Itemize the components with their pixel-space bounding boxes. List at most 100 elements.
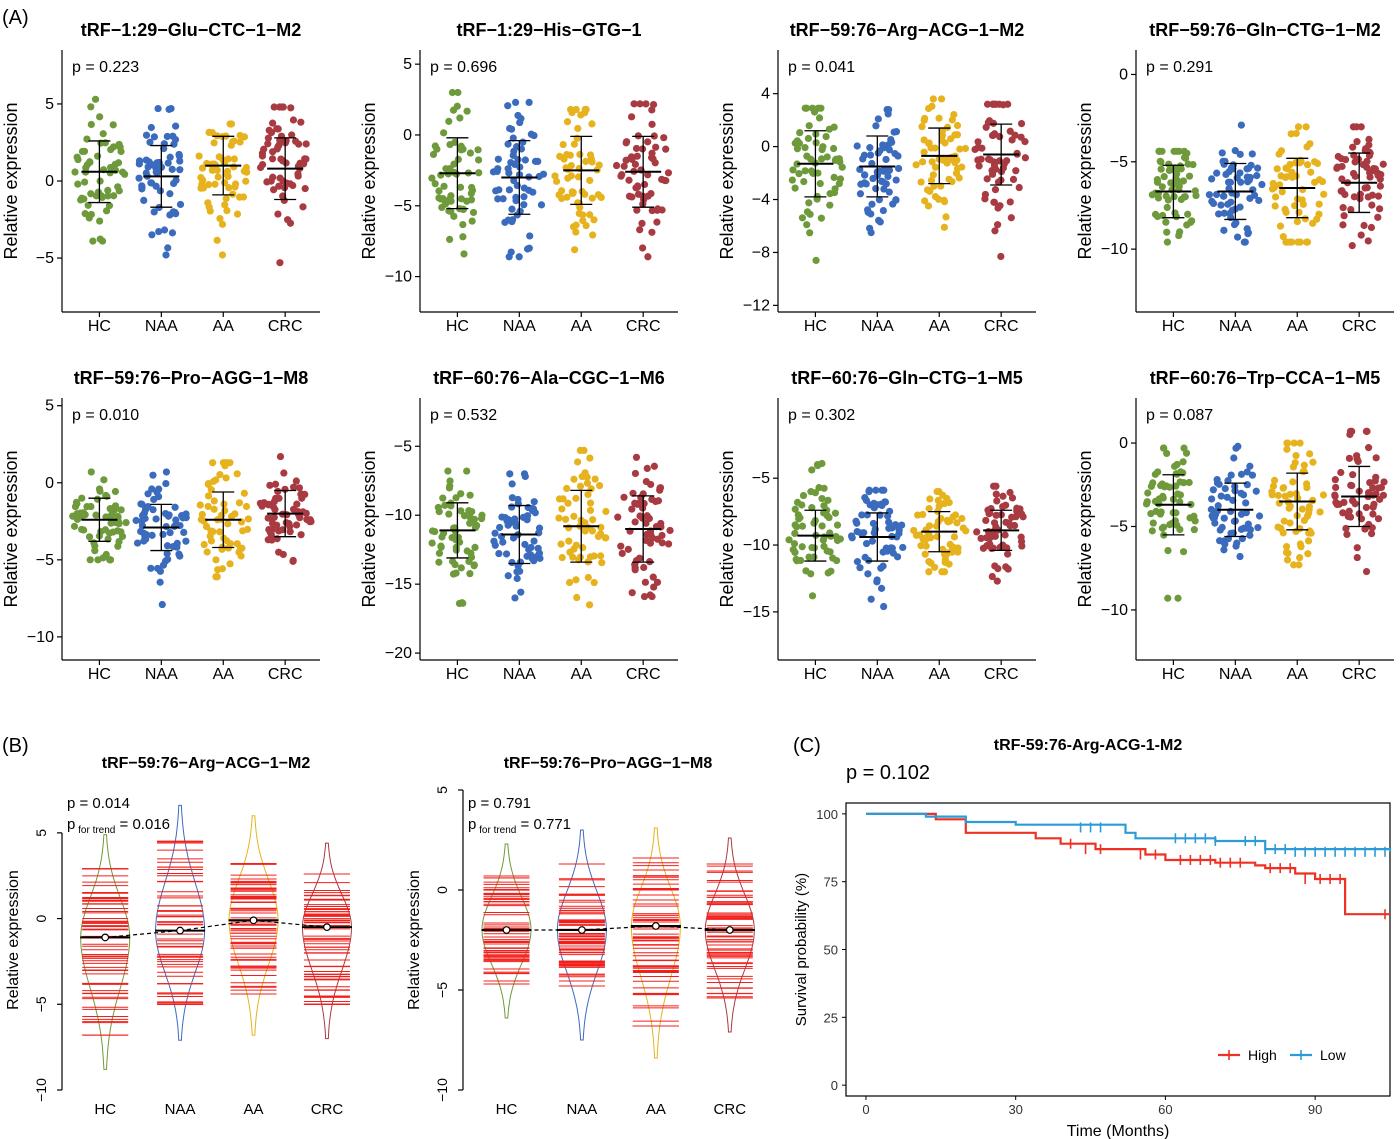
data-point (1018, 542, 1026, 550)
x-tick-label: CRC (626, 666, 661, 683)
data-point (233, 470, 241, 478)
data-point (534, 552, 542, 560)
data-point (1352, 123, 1361, 131)
data-point (818, 522, 826, 530)
data-point (521, 156, 529, 164)
data-point (894, 152, 902, 160)
violin-chart-2: tRF−59:76−Pro−AGG−1−M8 5 0 −5 −10 Relative ex… (406, 755, 755, 1118)
data-point (266, 481, 274, 489)
data-point (456, 183, 465, 191)
data-point (92, 511, 100, 519)
data-point (586, 454, 594, 462)
data-point (210, 505, 218, 513)
data-point (520, 201, 528, 209)
data-point (927, 176, 936, 184)
x-tick-label: CRC (714, 1101, 747, 1118)
data-point (154, 564, 162, 573)
data-point (1377, 483, 1385, 492)
data-point (1176, 228, 1184, 236)
data-point (258, 502, 266, 510)
data-point (1160, 173, 1168, 181)
data-point (1237, 121, 1245, 129)
data-point (590, 216, 598, 224)
data-point (622, 139, 630, 147)
data-point (1369, 503, 1377, 511)
data-point (505, 186, 514, 194)
data-point (624, 545, 632, 553)
data-point (440, 129, 448, 137)
data-point (864, 208, 872, 216)
data-point (270, 186, 278, 194)
data-point (1172, 174, 1180, 183)
data-point (925, 522, 934, 530)
data-point (1242, 499, 1250, 507)
data-point (1280, 517, 1288, 525)
data-point (861, 494, 869, 502)
data-point (875, 196, 883, 204)
data-point (892, 176, 900, 184)
data-point (586, 499, 595, 507)
data-point (216, 528, 224, 536)
data-point (1296, 439, 1304, 447)
data-point (1220, 546, 1228, 554)
data-point (274, 487, 282, 495)
data-point (517, 588, 525, 596)
data-point (1213, 169, 1221, 177)
data-point (264, 514, 272, 522)
group-crc-points (614, 453, 674, 601)
data-point (803, 208, 812, 216)
data-point (454, 88, 462, 97)
data-point (1004, 565, 1012, 573)
data-point (132, 516, 140, 525)
data-point (150, 495, 158, 504)
dotplot-5: tRF−59:76−Pro−AGG−1−M8 p = 0.010 Relative … (1, 368, 320, 683)
data-point (133, 539, 142, 547)
data-point (224, 520, 232, 528)
data-point (651, 159, 659, 167)
data-point (958, 163, 966, 171)
data-point (921, 550, 929, 558)
data-point (70, 522, 79, 530)
y-tick-label: 4 (761, 86, 770, 103)
data-point (865, 486, 873, 494)
y-axis-label: Relative expression (1075, 102, 1095, 259)
x-tick-label: AA (244, 1101, 264, 1118)
data-point (986, 156, 994, 164)
data-point (1270, 184, 1278, 192)
rug-crc (303, 873, 350, 1005)
data-point (1243, 468, 1251, 476)
data-point (207, 527, 215, 535)
data-point (87, 103, 95, 111)
data-point (589, 516, 597, 524)
data-point (793, 557, 801, 565)
mean-marker (323, 923, 331, 932)
data-point (273, 521, 281, 529)
data-point (1221, 484, 1229, 493)
data-point (1168, 519, 1176, 527)
data-point (937, 95, 946, 103)
data-point (511, 594, 519, 602)
data-point (274, 125, 282, 133)
data-point (227, 120, 236, 128)
x-tick-label: CRC (1342, 666, 1377, 683)
data-point (1349, 143, 1357, 151)
data-point (935, 487, 943, 496)
data-point (271, 480, 280, 488)
data-point (788, 176, 796, 184)
y-tick-label: 0 (1119, 435, 1128, 452)
data-point (808, 104, 817, 112)
data-point (170, 522, 179, 530)
data-point (921, 114, 929, 123)
data-point (836, 535, 844, 543)
data-point (1250, 191, 1259, 199)
x-tick-label: AA (929, 666, 951, 683)
data-point (445, 510, 453, 518)
data-point (260, 145, 268, 153)
data-point (812, 256, 820, 264)
data-point (924, 104, 933, 113)
data-point (521, 540, 529, 549)
data-point (640, 180, 649, 189)
data-point (1372, 473, 1380, 481)
data-point (1347, 205, 1355, 214)
rug-aa (632, 857, 679, 1027)
